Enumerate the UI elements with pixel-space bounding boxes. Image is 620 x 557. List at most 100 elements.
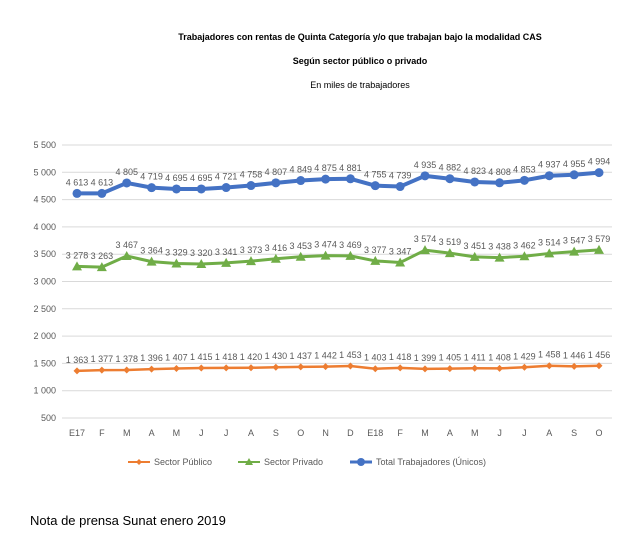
data-point [272,363,280,371]
data-point [197,364,205,372]
data-label: 3 364 [140,246,163,256]
x-tick-label: F [397,428,403,438]
chart-subtitle: Según sector público o privado [292,56,428,66]
data-point [470,177,480,187]
data-point [371,365,379,373]
x-tick-label: S [571,428,577,438]
data-point [72,188,82,198]
data-label: 4 758 [240,170,263,180]
x-tick-label: M [471,428,479,438]
data-label: 3 469 [339,240,362,250]
data-point [296,176,306,186]
data-label: 3 579 [588,234,611,244]
data-label: 4 881 [339,163,362,173]
data-label: 4 755 [364,170,387,180]
data-label: 4 805 [115,167,138,177]
y-tick-label: 3 000 [33,277,56,287]
data-label: 4 807 [265,167,288,177]
x-tick-label: J [522,428,527,438]
data-label: 1 408 [488,352,511,362]
y-tick-label: 5 500 [33,140,56,150]
data-point [519,175,529,185]
data-label: 4 875 [314,163,337,173]
data-point [73,367,81,375]
y-tick-label: 4 000 [33,222,56,232]
data-point [370,181,380,191]
data-label: 3 278 [66,250,89,260]
data-label: 3 514 [538,237,561,247]
data-label: 1 442 [314,351,337,361]
data-label: 3 263 [91,251,114,261]
data-point [72,261,82,271]
data-label: 3 547 [563,236,586,246]
data-point [222,364,230,372]
data-point [445,174,455,184]
data-point [520,363,528,371]
x-tick-label: M [421,428,429,438]
data-point [469,251,480,261]
data-point [444,248,455,258]
data-point [345,174,355,184]
y-tick-label: 4 500 [33,195,56,205]
x-tick-label: M [123,428,131,438]
data-label: 3 453 [289,241,312,251]
legend-label: Sector Privado [264,457,323,467]
legend-marker [136,459,142,465]
data-label: 1 411 [464,352,486,362]
data-point [494,252,505,262]
y-tick-label: 2 000 [33,331,56,341]
y-tick-label: 1 000 [33,386,56,396]
data-point [569,170,579,180]
data-point [322,363,330,371]
y-tick-label: 3 500 [33,249,56,259]
data-label: 3 347 [389,247,412,257]
data-point [594,168,604,178]
x-tick-label: A [248,428,254,438]
data-label: 4 849 [289,165,312,175]
data-label: 4 955 [563,159,586,169]
data-label: 4 719 [140,172,163,182]
data-point [196,259,207,269]
x-tick-label: A [149,428,155,438]
data-label: 3 341 [215,247,238,257]
data-point [420,171,430,181]
data-label: 4 808 [488,167,511,177]
y-tick-label: 1 500 [33,358,56,368]
x-tick-label: E17 [69,428,85,438]
data-label: 1 420 [240,352,263,362]
x-tick-label: O [297,428,304,438]
data-point [420,245,430,255]
data-point [595,362,603,370]
data-point [545,362,553,370]
data-label: 1 405 [439,353,462,363]
data-point [519,251,530,261]
y-tick-label: 2 500 [33,304,56,314]
data-label: 4 613 [66,177,89,187]
data-label: 1 396 [140,353,163,363]
data-label: 1 453 [339,350,362,360]
data-label: 3 416 [265,243,288,253]
data-label: 3 320 [190,248,213,258]
data-label: 4 823 [463,166,486,176]
data-label: 1 377 [91,354,114,364]
data-point [495,178,505,188]
data-label: 1 430 [265,351,288,361]
data-point [496,364,504,372]
data-point [271,178,281,188]
data-label: 1 418 [389,352,412,362]
data-label: 4 739 [389,171,412,181]
data-point [569,246,580,256]
data-point [97,188,107,198]
legend-marker [357,458,365,466]
y-tick-label: 5 000 [33,167,56,177]
data-point [421,365,429,373]
data-label: 4 882 [439,163,462,173]
chart-title: Trabajadores con rentas de Quinta Catego… [178,32,542,42]
data-point [395,182,405,192]
data-label: 1 407 [165,352,188,362]
data-point [297,363,305,371]
data-point [446,365,454,373]
data-point [148,365,156,373]
